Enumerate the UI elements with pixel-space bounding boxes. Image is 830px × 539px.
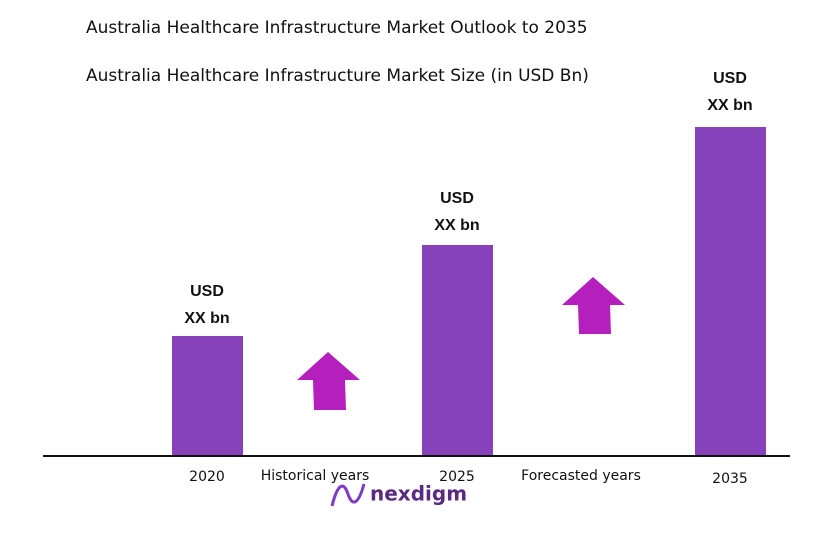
growth-arrow <box>297 352 360 410</box>
period-label: Historical years <box>261 468 370 484</box>
bar-label: XX bn <box>434 217 479 234</box>
bar <box>695 127 766 456</box>
x-tick-label: 2025 <box>439 469 475 485</box>
bar <box>422 245 493 456</box>
x-tick-label: 2035 <box>712 471 748 487</box>
bar-label: USD <box>713 70 747 87</box>
logo: nexdigm <box>370 482 467 506</box>
bar-label: XX bn <box>707 97 752 114</box>
chart-title: Australia Healthcare Infrastructure Mark… <box>86 18 588 38</box>
bar-label: USD <box>440 190 474 207</box>
x-tick-label: 2020 <box>189 469 225 485</box>
bar-label: XX bn <box>184 310 229 327</box>
growth-arrow <box>562 277 625 334</box>
bar-label: USD <box>190 283 224 300</box>
period-label: Forecasted years <box>521 468 641 484</box>
logo-mark <box>330 483 366 507</box>
bar <box>172 336 243 456</box>
chart-subtitle: Australia Healthcare Infrastructure Mark… <box>86 66 589 86</box>
